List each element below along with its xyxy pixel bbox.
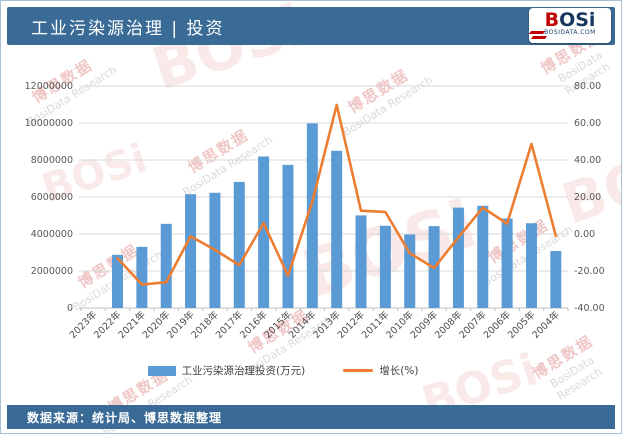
- legend-label: 增长(%): [379, 365, 419, 377]
- left-axis-tick-label: 4000000: [31, 229, 73, 240]
- left-axis-tick-label: 0: [67, 303, 73, 314]
- bar-swatch-icon: [147, 365, 176, 376]
- bar-2011年[interactable]: [379, 225, 391, 308]
- right-axis-tick-label: 20.00: [574, 192, 601, 203]
- x-axis-label: 2004年: [530, 308, 563, 341]
- bar-2017年[interactable]: [233, 181, 245, 308]
- right-axis-tick-label: 60.00: [574, 118, 601, 129]
- right-axis-tick-label: 80.00: [574, 81, 601, 92]
- bar-2005年[interactable]: [525, 223, 537, 308]
- bar-2012年[interactable]: [355, 215, 367, 308]
- bar-2004年[interactable]: [550, 251, 562, 308]
- bosi-logo-subtext: BOSIDATA.COM: [544, 29, 596, 36]
- bar-2014年[interactable]: [306, 123, 318, 308]
- legend-label: 工业污染源治理投资(万元): [181, 365, 306, 377]
- right-axis-tick-label: -20.00: [574, 266, 605, 277]
- bar-2019年[interactable]: [185, 194, 197, 308]
- left-axis-tick-label: 6000000: [31, 192, 73, 203]
- left-axis-tick-label: 10000000: [25, 118, 73, 129]
- bosi-logo: BOSi BOSIDATA.COM: [529, 8, 611, 43]
- bar-2008年[interactable]: [452, 207, 464, 308]
- footer-bar: 数据来源：统计局、博思数据整理: [7, 405, 615, 429]
- bar-2010年[interactable]: [404, 234, 416, 308]
- left-axis-tick-label: 8000000: [31, 155, 73, 166]
- legend-item-investment[interactable]: 工业污染源治理投资(万元): [147, 363, 306, 378]
- growth-line[interactable]: [116, 103, 558, 286]
- line-swatch-icon: [343, 369, 374, 372]
- page-title: 工业污染源治理 | 投资: [31, 18, 225, 39]
- legend-item-growth[interactable]: 增长(%): [343, 363, 418, 378]
- left-axis-tick-label: 12000000: [25, 81, 73, 92]
- right-axis-tick-label: 40.00: [574, 155, 601, 166]
- header-bar: 工业污染源治理 | 投资 BOSi BOSIDATA.COM: [7, 7, 615, 45]
- bar-2006年[interactable]: [501, 218, 513, 308]
- bar-2021年[interactable]: [136, 246, 148, 308]
- data-source-text: 数据来源：统计局、博思数据整理: [27, 410, 223, 425]
- bar-2015年[interactable]: [282, 164, 294, 308]
- bar-2022年[interactable]: [112, 254, 124, 308]
- right-axis-tick-label: 0.00: [574, 229, 595, 240]
- bar-2016年[interactable]: [258, 156, 270, 308]
- bar-2013年[interactable]: [331, 150, 343, 308]
- right-axis-tick-label: -40.00: [574, 303, 605, 314]
- bar-2020年[interactable]: [160, 223, 172, 308]
- left-axis-tick-label: 2000000: [31, 266, 73, 277]
- bar-2007年[interactable]: [477, 205, 489, 308]
- chart-legend: 工业污染源治理投资(万元) 增长(%): [1, 363, 593, 378]
- bosi-logo-text: BOSi: [544, 9, 596, 31]
